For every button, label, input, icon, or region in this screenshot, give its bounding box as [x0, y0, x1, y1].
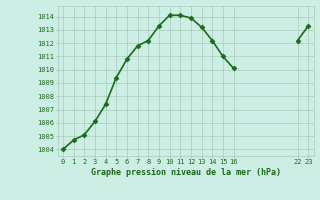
X-axis label: Graphe pression niveau de la mer (hPa): Graphe pression niveau de la mer (hPa) — [91, 168, 281, 177]
